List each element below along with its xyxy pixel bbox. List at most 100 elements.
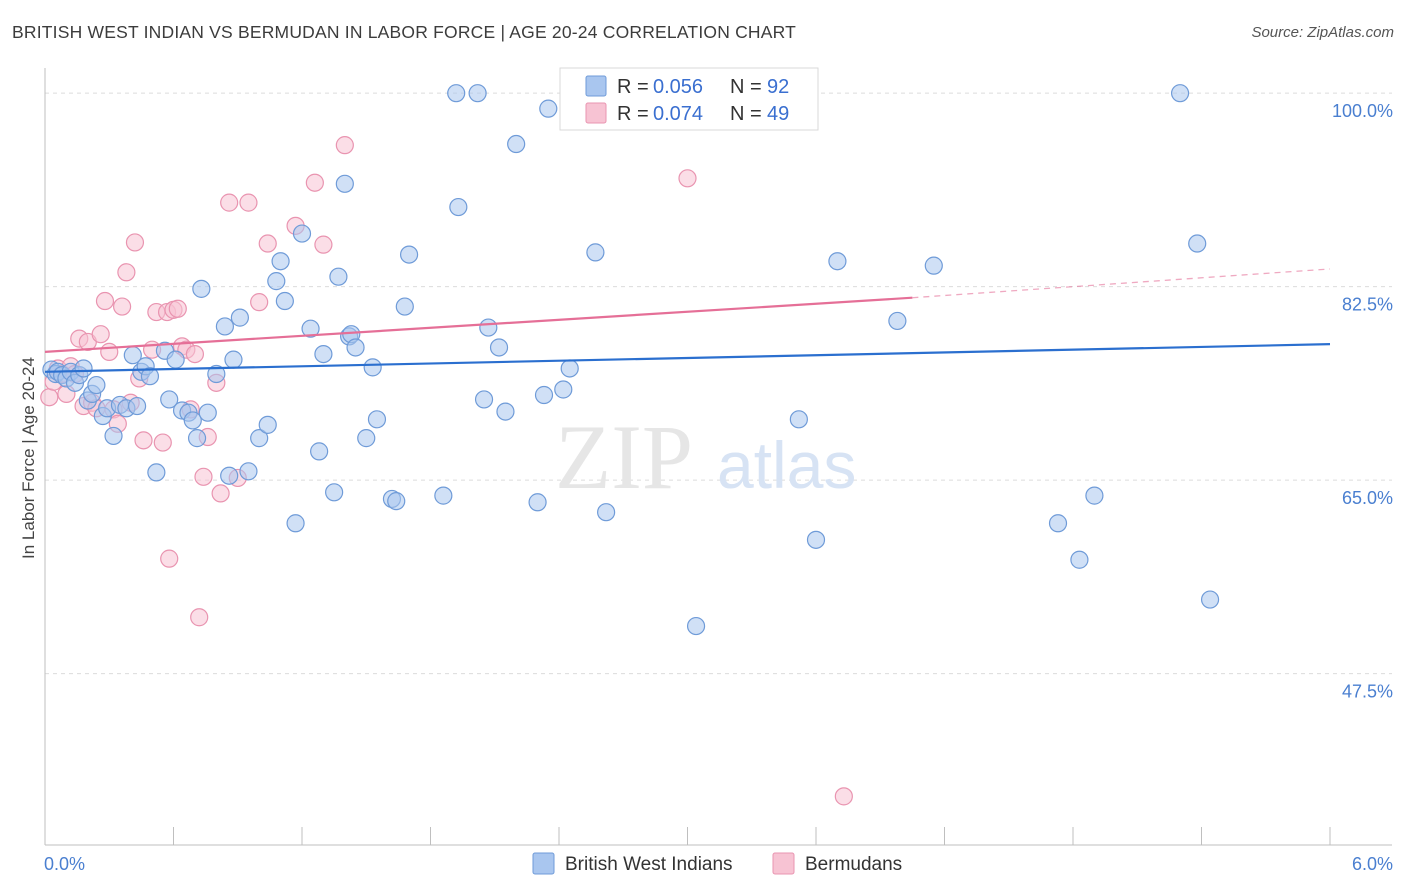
- bottom-legend: British West Indians Bermudans: [532, 852, 902, 875]
- trendlines: [44, 268, 1331, 373]
- british-west-indians-point: [449, 197, 468, 217]
- british-west-indians-trendline: [44, 343, 1331, 373]
- british-west-indians-point: [399, 245, 419, 264]
- bermudans-point: [125, 233, 145, 252]
- legend-r-value-1: 0.056: [653, 76, 703, 98]
- british-west-indians-point: [140, 367, 160, 386]
- british-west-indians-point: [489, 338, 509, 357]
- bermudans-point: [91, 325, 110, 344]
- legend-n-value-2: 49: [767, 103, 789, 125]
- british-west-indians-point: [207, 364, 226, 384]
- british-west-indians-point: [258, 415, 277, 434]
- british-west-indians-point: [479, 318, 498, 337]
- british-west-indians-point: [230, 308, 249, 327]
- bermudans-point: [185, 344, 205, 364]
- british-west-indians-point: [539, 99, 558, 118]
- british-west-indians-point: [474, 390, 494, 409]
- legend-n-label-2: N =: [730, 103, 762, 125]
- british-west-indians-point: [1048, 514, 1068, 533]
- bottom-legend-swatch-blue: [532, 852, 555, 875]
- bermudans-point: [40, 388, 59, 407]
- british-west-indians-point: [1170, 84, 1190, 103]
- y-tick-label: 65.0%: [1342, 488, 1393, 508]
- y-tick-labels: 47.5% 65.0% 82.5% 100.0%: [1332, 101, 1393, 701]
- british-west-indians-point: [1188, 234, 1207, 253]
- british-west-indians-point: [363, 358, 382, 377]
- y-tick-label: 100.0%: [1332, 101, 1393, 121]
- legend-r-label-2: R =: [617, 103, 649, 125]
- bermudans-point: [194, 467, 213, 486]
- british-west-indians-point: [468, 84, 487, 103]
- british-west-indians-point: [160, 390, 179, 409]
- british-west-indians-point: [275, 291, 294, 311]
- british-west-indians-point: [104, 426, 123, 446]
- source-label: Source: ZipAtlas.com: [1251, 24, 1394, 41]
- british-west-indians-point: [301, 319, 320, 338]
- british-west-indians-point: [215, 317, 234, 336]
- legend-n-label-1: N =: [730, 76, 762, 98]
- british-west-indians-point: [271, 252, 290, 271]
- bermudans-point: [134, 431, 153, 450]
- british-west-indians-point: [789, 410, 808, 429]
- british-west-indians-point: [924, 256, 943, 275]
- bermudans-point: [168, 299, 187, 318]
- bermudans-point: [258, 234, 277, 253]
- british-west-indians-point: [87, 375, 106, 395]
- british-west-indians-point: [560, 359, 579, 378]
- gridlines: [45, 92, 1392, 675]
- british-west-indians-point: [496, 402, 515, 421]
- british-west-indians-point: [166, 350, 185, 369]
- bermudans-point: [305, 173, 324, 192]
- british-west-indians-point: [220, 466, 239, 485]
- british-west-indians-point: [434, 486, 453, 505]
- british-west-indians-point: [286, 514, 305, 533]
- british-west-indians-point: [806, 530, 826, 549]
- bermudans-point: [239, 193, 258, 212]
- british-west-indians-point: [335, 174, 354, 193]
- watermark-atlas: atlas: [717, 428, 856, 502]
- british-west-indians-point: [329, 267, 348, 286]
- british-west-indians-point: [147, 463, 166, 482]
- british-west-indians-point: [1070, 550, 1089, 569]
- axes: [44, 68, 1392, 846]
- bermudans-point: [678, 169, 697, 188]
- british-west-indians-point: [183, 411, 202, 430]
- british-west-indians-point: [346, 338, 365, 357]
- legend-swatch-pink: [585, 102, 607, 124]
- x-tick-label: 6.0%: [1352, 854, 1393, 874]
- british-west-indians-point: [267, 272, 286, 291]
- chart-title: BRITISH WEST INDIAN VS BERMUDAN IN LABOR…: [12, 22, 797, 42]
- bermudans-point: [250, 293, 269, 312]
- british-west-indians-point: [367, 410, 387, 429]
- british-west-indians-point: [447, 84, 466, 103]
- british-west-indians-point: [586, 243, 605, 262]
- british-west-indians-point: [888, 311, 907, 331]
- bermudans-point: [100, 342, 119, 361]
- british-west-indians-point: [534, 385, 554, 405]
- british-west-indians-point: [554, 380, 573, 399]
- bermudans-point: [153, 433, 172, 452]
- bermudans-point: [314, 235, 333, 254]
- british-west-indians-point: [357, 429, 376, 448]
- british-west-indians-point: [310, 442, 329, 461]
- bottom-legend-label-1: British West Indians: [565, 854, 733, 875]
- bermudans-point: [211, 484, 230, 503]
- bermudans-point: [220, 193, 239, 212]
- british-west-indians-points: [42, 84, 1220, 636]
- british-west-indians-point: [528, 493, 547, 512]
- bottom-legend-label-2: Bermudans: [805, 854, 902, 875]
- british-west-indians-point: [292, 224, 312, 243]
- british-west-indians-point: [1200, 590, 1220, 609]
- bermudans-point: [112, 297, 132, 316]
- british-west-indians-point: [187, 429, 207, 448]
- legend-r-label-1: R =: [617, 76, 649, 98]
- british-west-indians-point: [192, 279, 211, 298]
- british-west-indians-point: [597, 503, 616, 522]
- y-tick-label: 82.5%: [1342, 295, 1393, 315]
- british-west-indians-point: [74, 359, 93, 378]
- bermudans-point: [834, 787, 853, 806]
- british-west-indians-point: [1085, 486, 1104, 505]
- british-west-indians-point: [224, 350, 243, 369]
- legend-swatch-blue: [585, 75, 607, 97]
